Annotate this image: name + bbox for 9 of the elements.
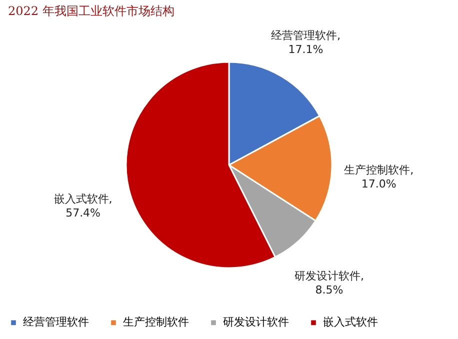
legend-label: 嵌入式软件 (323, 316, 378, 329)
data-label: 生产控制软件, 17.0% (344, 164, 414, 191)
legend-label: 生产控制软件 (123, 316, 189, 329)
data-label: 嵌入式软件, 57.4% (54, 192, 112, 220)
legend-label: 研发设计软件 (223, 316, 289, 329)
chart-title: 2022 年我国工业软件市场结构 (8, 4, 174, 18)
data-label: 研发设计软件, 8.5% (294, 270, 364, 297)
data-label: 经营管理软件, 17.1% (271, 29, 341, 56)
legend-label: 经营管理软件 (23, 316, 89, 329)
